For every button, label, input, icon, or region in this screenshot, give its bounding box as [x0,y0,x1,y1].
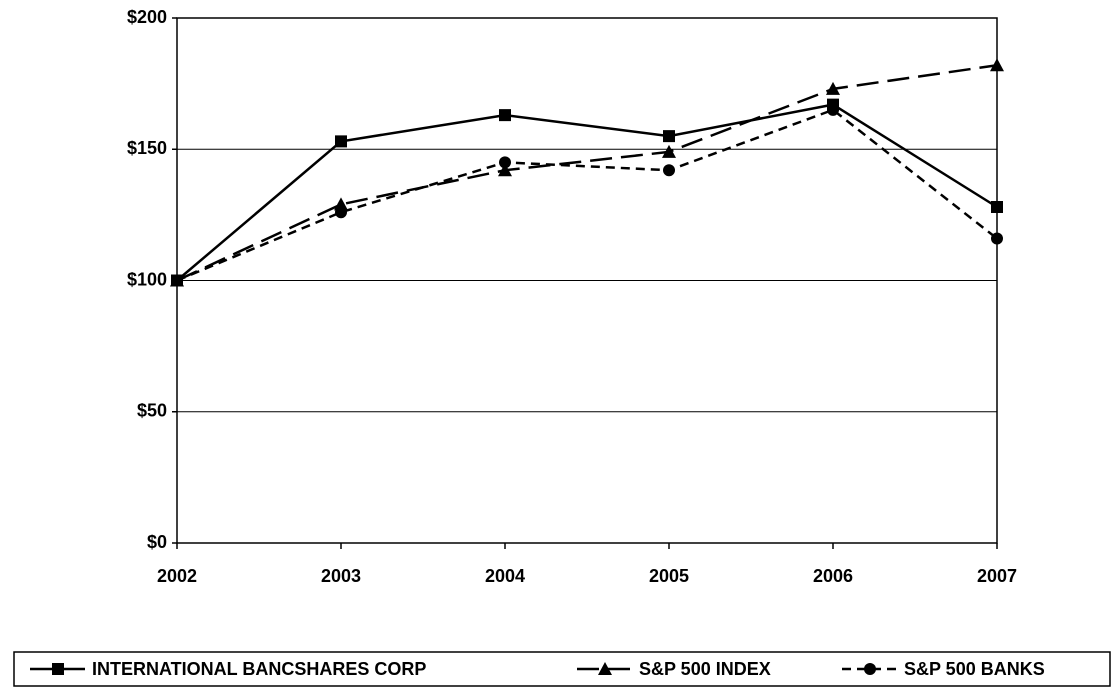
marker [335,206,347,219]
series-line [176,64,998,282]
marker [663,130,675,143]
legend-label: S&P 500 BANKS [904,659,1045,679]
y-tick-label: $200 [127,7,167,27]
x-tick-label: 2003 [321,566,361,586]
marker [598,662,612,675]
marker [827,103,839,116]
x-tick-label: 2002 [157,566,197,586]
marker [991,232,1003,245]
marker [826,81,840,95]
x-tick-label: 2004 [485,566,525,586]
marker [171,274,183,287]
x-tick-label: 2006 [813,566,853,586]
marker [334,197,348,211]
marker [864,663,876,675]
legend-label: INTERNATIONAL BANCSHARES CORP [92,659,426,679]
marker [991,201,1003,213]
marker [52,663,64,675]
marker [335,135,347,148]
y-tick-label: $150 [127,138,167,158]
y-tick-label: $100 [127,269,167,289]
legend-label: S&P 500 INDEX [639,659,771,679]
y-tick-label: $0 [147,532,167,552]
series-line [176,108,998,282]
marker [662,144,676,158]
marker [499,156,511,169]
x-tick-label: 2007 [977,566,1017,586]
marker [990,58,1004,72]
legend-box [13,651,1111,687]
x-tick-label: 2005 [649,566,689,586]
marker [663,164,675,177]
y-tick-label: $50 [137,401,167,421]
marker [498,163,512,177]
series-line [176,103,998,282]
marker [499,109,511,122]
